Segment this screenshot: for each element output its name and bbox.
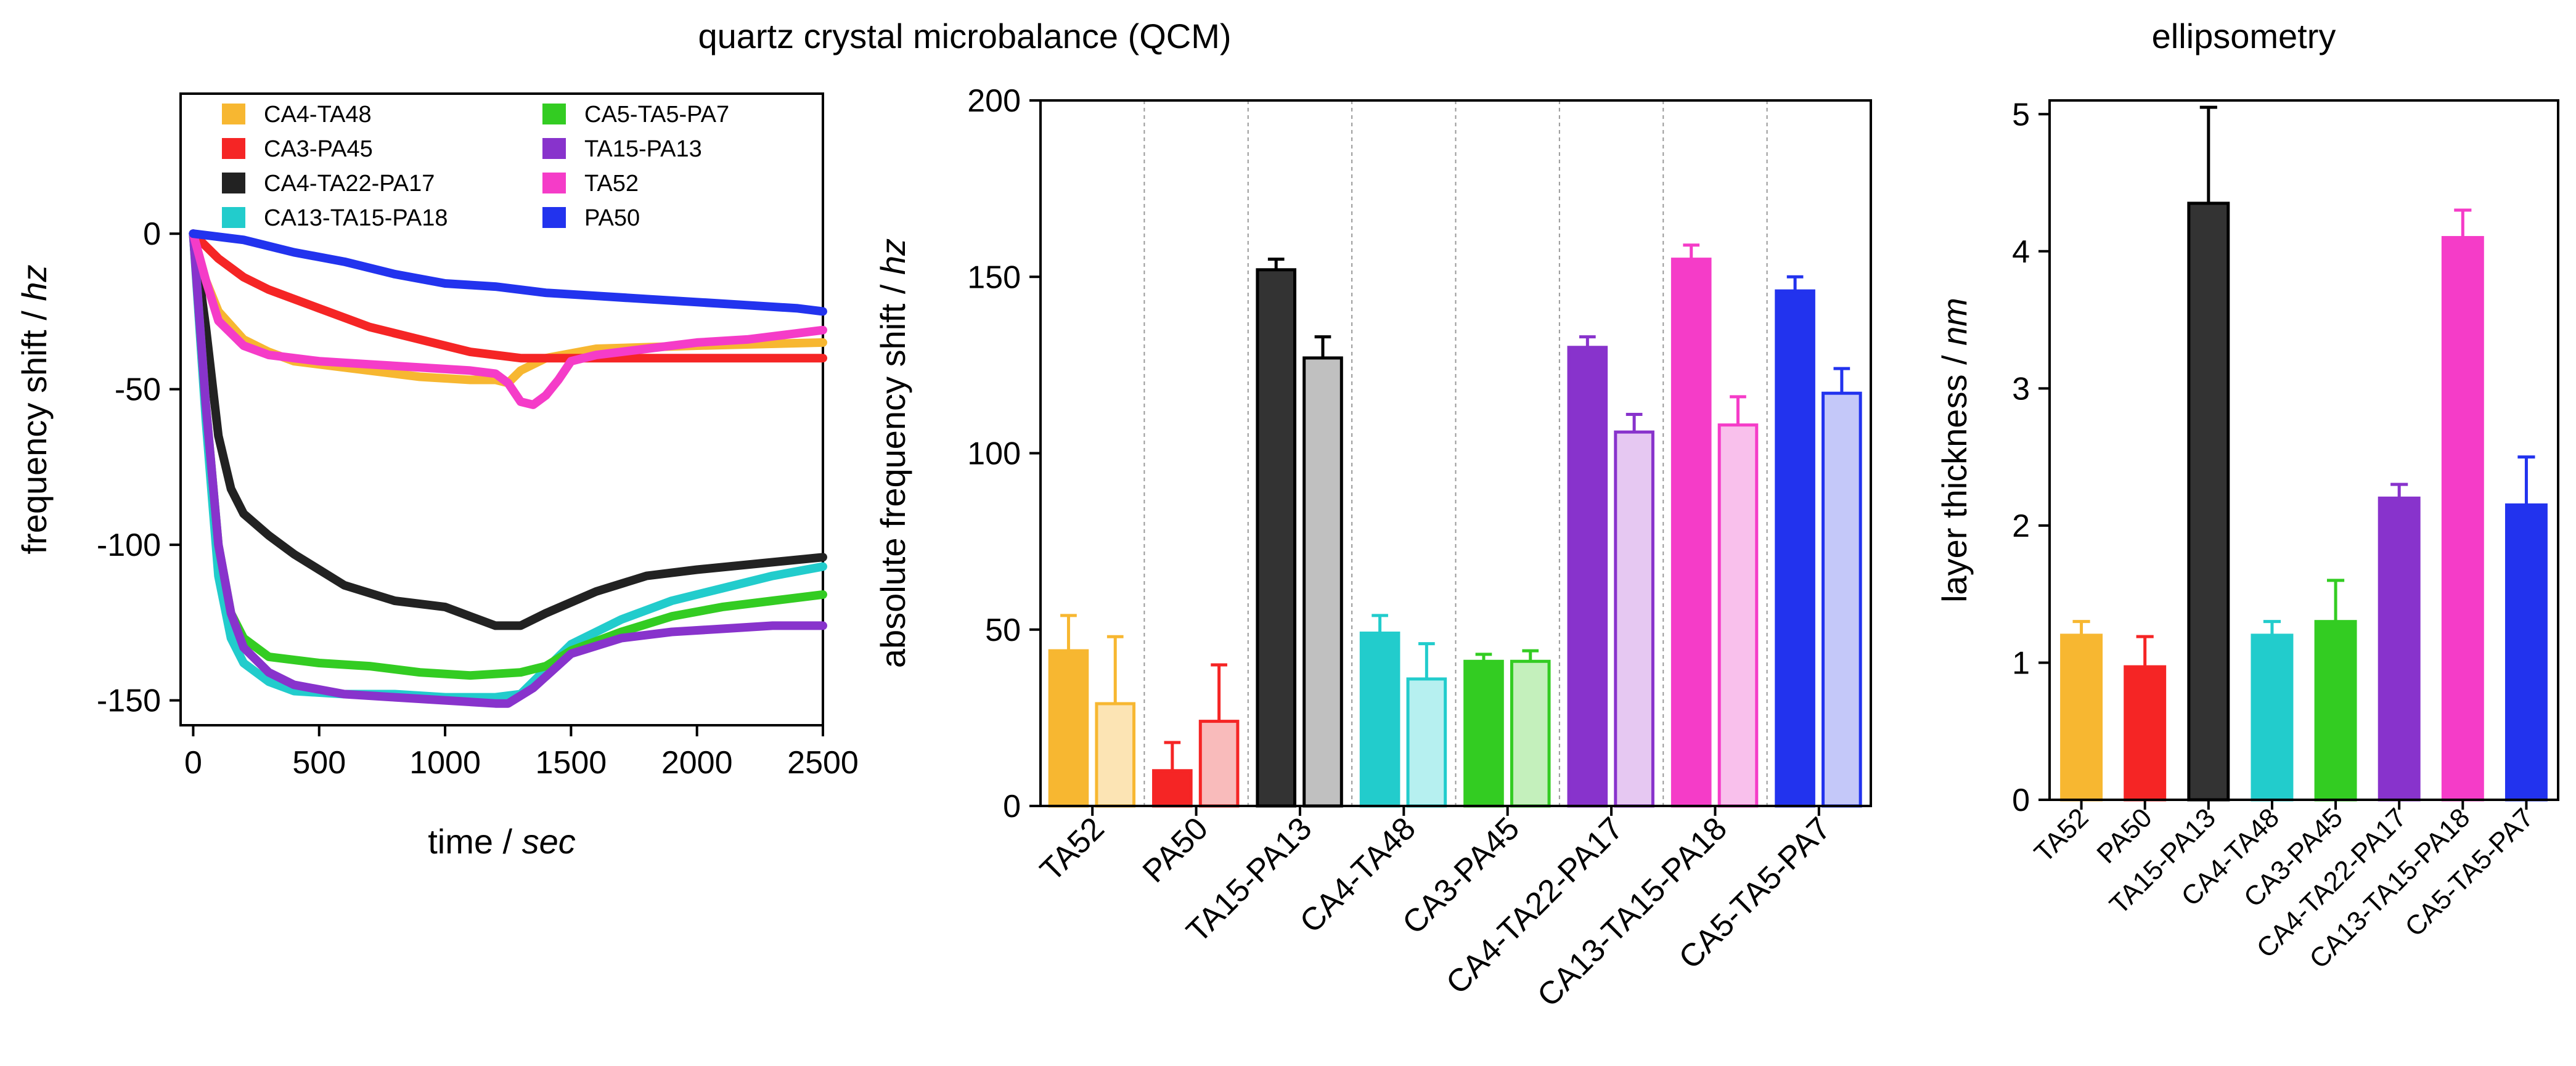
bar-ca4-ta48-step-1 xyxy=(1359,631,1400,808)
category-label-ta52: TA52 xyxy=(2029,802,2095,868)
x-tick-label-1500: 1500 xyxy=(536,745,607,781)
line-chart-panel: 0 500 1000 1500 2000 2500 0 -50 -100 -150 time / s… xyxy=(15,92,859,861)
legend-label-pa50: PA50 xyxy=(584,205,640,231)
y-tick-label-5: 5 xyxy=(2012,97,2030,132)
bar-ta15-pa13-step-2 xyxy=(1302,356,1343,808)
bar-ca13-ta15-pa18 xyxy=(2441,236,2484,802)
bar-ca4-ta22-pa17 xyxy=(2378,496,2421,802)
y-tick-label-3: 3 xyxy=(2012,371,2030,407)
legend-label-ca4-ta22-pa17: CA4-TA22-PA17 xyxy=(264,171,435,197)
category-label-pa50: PA50 xyxy=(1136,810,1215,889)
bar-ca13-ta15-pa18-step-1 xyxy=(1670,258,1712,808)
y-tick-label-2: 2 xyxy=(2012,508,2030,544)
bar-ta52-step-2 xyxy=(1095,702,1136,808)
y-tick-label-0: 0 xyxy=(1003,789,1021,824)
y-tick-label--50: -50 xyxy=(115,372,161,408)
series-line-ta15-pa13 xyxy=(189,229,827,708)
legend-label-ca4-ta48: CA4-TA48 xyxy=(264,102,372,128)
bar-ca4-ta48-step-2 xyxy=(1406,677,1447,808)
x-tick-label-500: 500 xyxy=(292,745,346,781)
qcm-title: quartz crystal microbalance (QCM) xyxy=(698,17,1231,55)
y-tick-label-1: 1 xyxy=(2012,645,2030,681)
bar-ca4-ta22-pa17-step-1 xyxy=(1567,346,1608,808)
legend-label-ca5-ta5-pa7: CA5-TA5-PA7 xyxy=(584,102,729,128)
y-axis-label: layer thickness / nm xyxy=(1935,298,1974,603)
legend-label-ca3-pa45: CA3-PA45 xyxy=(264,136,373,162)
bar-chart-frame xyxy=(2048,99,2559,801)
bar-ta52-step-1 xyxy=(1048,649,1089,808)
bar-ta15-pa13 xyxy=(2187,201,2230,802)
y-tick-label-0: 0 xyxy=(2012,783,2030,818)
category-label-ca13-ta15-pa18: CA13-TA15-PA18 xyxy=(1531,810,1734,1014)
legend-label-ta15-pa13: TA15-PA13 xyxy=(584,136,702,162)
bar-ta52 xyxy=(2060,633,2103,802)
y-tick-label--150: -150 xyxy=(97,683,161,719)
legend-swatch-ca5-ta5-pa7 xyxy=(542,104,566,124)
y-tick-label-200: 200 xyxy=(967,83,1021,119)
bar-ca13-ta15-pa18-step-2 xyxy=(1717,423,1759,808)
bar-ca5-ta5-pa7-step-1 xyxy=(1775,289,1815,808)
y-axis-label: frequency shift / hz xyxy=(15,264,54,554)
line-chart-frame xyxy=(179,92,824,726)
bar-ca3-pa45-step-1 xyxy=(1463,659,1504,808)
ellipsometry-bar-chart-panel: TA52PA50TA15-PA13CA4-TA48CA3-PA45CA4-TA2… xyxy=(1935,97,2559,974)
x-tick-label-1000: 1000 xyxy=(409,745,481,781)
y-tick-label-100: 100 xyxy=(967,436,1021,472)
y-tick-label-50: 50 xyxy=(985,612,1021,648)
y-tick-label-150: 150 xyxy=(967,259,1021,295)
bar-pa50 xyxy=(2124,665,2167,802)
legend-swatch-ca3-pa45 xyxy=(222,138,245,159)
x-axis-label: time / sec xyxy=(428,822,576,861)
category-label-ca4-ta22-pa17: CA4-TA22-PA17 xyxy=(1439,810,1630,1001)
category-label-ta52: TA52 xyxy=(1033,810,1111,888)
legend-label-ca13-ta15-pa18: CA13-TA15-PA18 xyxy=(264,205,448,231)
legend-swatch-ca13-ta15-pa18 xyxy=(222,207,245,228)
series-line-ca4-ta22-pa17 xyxy=(189,229,827,630)
bar-ca5-ta5-pa7-step-2 xyxy=(1822,391,1862,808)
bar-ca4-ta48 xyxy=(2251,633,2294,802)
y-axis-label: absolute frequency shift / hz xyxy=(873,238,912,668)
x-tick-label-2500: 2500 xyxy=(787,745,859,781)
legend-swatch-ca4-ta48 xyxy=(222,104,245,124)
qcm-bar-chart-panel: TA52 PA50TA15-PA13CA4-TA48CA3-PA45CA4-TA2… xyxy=(873,83,1872,1014)
y-tick-label-4: 4 xyxy=(2012,234,2030,270)
legend-swatch-ca4-ta22-pa17 xyxy=(222,173,245,193)
bar-ta15-pa13-step-1 xyxy=(1256,268,1297,808)
legend-label-ta52: TA52 xyxy=(584,171,639,197)
bar-ca3-pa45 xyxy=(2314,620,2357,802)
bar-ca5-ta5-pa7 xyxy=(2504,503,2548,802)
x-tick-label-2000: 2000 xyxy=(661,745,733,781)
y-tick-label--100: -100 xyxy=(97,527,161,563)
legend-swatch-ta52 xyxy=(542,173,566,193)
bar-ca4-ta22-pa17-step-2 xyxy=(1614,430,1654,808)
bar-ca3-pa45-step-2 xyxy=(1510,659,1551,808)
x-tick-label-0: 0 xyxy=(184,745,202,781)
bar-pa50-step-1 xyxy=(1152,769,1193,808)
bar-pa50-step-2 xyxy=(1198,720,1240,808)
series-line-pa50 xyxy=(189,229,827,316)
series-line-ta52 xyxy=(189,229,827,409)
legend-swatch-pa50 xyxy=(542,207,566,228)
y-tick-label-0: 0 xyxy=(143,216,161,252)
legend-swatch-ta15-pa13 xyxy=(542,138,566,159)
ellipsometry-title: ellipsometry xyxy=(2152,17,2336,55)
